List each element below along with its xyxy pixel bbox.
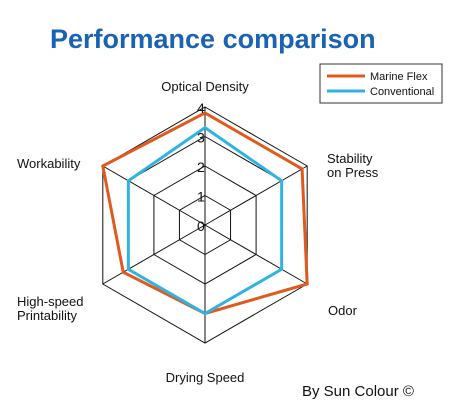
axis-label: Stability — [327, 151, 373, 166]
radar-series — [101, 111, 309, 316]
axis-spoke — [204, 224, 308, 285]
legend-label-conventional: Conventional — [370, 86, 434, 98]
radar-ticks: 0 1 2 3 4 — [197, 100, 205, 234]
series-line — [126, 125, 284, 316]
tick-label: 3 — [197, 130, 205, 146]
axis-label: Workability — [17, 156, 81, 171]
tick-label: 0 — [197, 218, 205, 234]
axis-label: Optical Density — [161, 79, 249, 94]
axis-label: on Press — [327, 165, 379, 180]
axis-label: Odor — [328, 303, 358, 318]
legend-box — [319, 63, 443, 104]
axis-spoke — [102, 165, 206, 226]
radar-grid — [102, 106, 308, 344]
tick-label: 2 — [197, 159, 205, 175]
tick-label: 1 — [197, 189, 205, 205]
axis-spoke — [204, 165, 308, 226]
axis-label: Printability — [17, 308, 77, 323]
axis-label: High-speed — [17, 294, 84, 309]
legend: Marine Flex Conventional — [319, 63, 443, 104]
tick-label: 4 — [197, 100, 205, 116]
legend-label-marine-flex: Marine Flex — [370, 71, 428, 83]
chart-title: Performance comparison — [50, 24, 376, 54]
axis-label: Drying Speed — [166, 370, 245, 385]
axis-spoke — [102, 224, 206, 285]
credit-text: By Sun Colour © — [302, 383, 414, 400]
